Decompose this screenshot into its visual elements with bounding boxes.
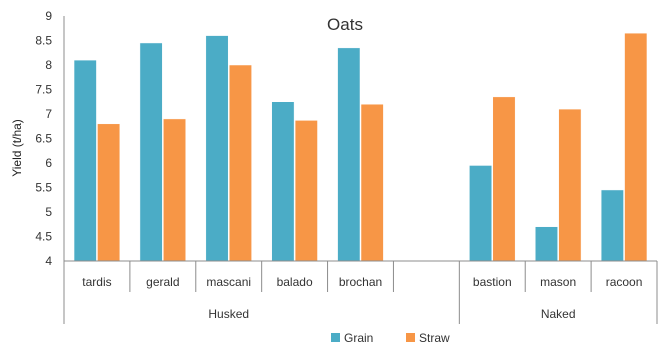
y-tick-label: 7.5 (35, 83, 52, 97)
y-tick-label: 5 (45, 205, 52, 219)
y-tick-label: 4 (45, 254, 52, 268)
bar-straw-bastion (492, 96, 516, 262)
y-tick-label: 7 (45, 107, 52, 121)
y-tick-label: 4.5 (35, 230, 52, 244)
category-label-tardis: tardis (82, 275, 111, 289)
category-label-racoon: racoon (606, 275, 643, 289)
category-label-balado: balado (277, 275, 313, 289)
y-tick-labels: 4 4.5 5 5.5 6 6.5 7 7.5 8 8.5 9 (35, 9, 52, 268)
group-labels: Husked Naked (208, 307, 575, 321)
y-tick-label: 8 (45, 58, 52, 72)
bar-grain-mason (535, 226, 558, 262)
bar-straw-mason (558, 108, 582, 262)
bar-grain-gerald (139, 42, 163, 262)
chart-title: Oats (327, 15, 363, 34)
bar-straw-brochan (360, 103, 384, 262)
bar-grain-racoon (600, 189, 624, 262)
bars-layer (73, 32, 648, 262)
y-tick-label: 5.5 (35, 181, 52, 195)
bar-straw-mascani (228, 64, 252, 262)
axes-layer (63, 16, 658, 324)
bar-straw-gerald (163, 118, 186, 262)
bar-grain-bastion (469, 165, 493, 262)
category-label-gerald: gerald (146, 275, 179, 289)
category-label-mason: mason (540, 275, 576, 289)
y-tick-label: 9 (45, 9, 52, 23)
group-label-naked: Naked (541, 307, 576, 321)
y-tick-label: 8.5 (35, 34, 52, 48)
legend: Grain Straw (331, 331, 450, 345)
bar-grain-balado (271, 101, 295, 262)
category-labels: tardis gerald mascani balado brochan bastion m… (82, 275, 642, 289)
legend-swatch-straw (406, 333, 415, 342)
category-label-brochan: brochan (339, 275, 382, 289)
bar-grain-mascani (205, 35, 229, 262)
y-tick-label: 6.5 (35, 132, 52, 146)
bar-straw-balado (294, 120, 318, 262)
category-label-bastion: bastion (473, 275, 512, 289)
category-label-mascani: mascani (206, 275, 251, 289)
y-axis-label: Yield (t/ha) (10, 119, 24, 177)
bar-grain-tardis (73, 59, 97, 262)
y-tick-label: 6 (45, 156, 52, 170)
legend-label-straw: Straw (419, 331, 450, 345)
legend-label-grain: Grain (344, 331, 373, 345)
group-label-husked: Husked (208, 307, 249, 321)
legend-swatch-grain (331, 333, 340, 342)
bar-grain-brochan (337, 47, 361, 262)
bar-straw-tardis (97, 123, 121, 262)
bar-straw-racoon (624, 32, 648, 262)
